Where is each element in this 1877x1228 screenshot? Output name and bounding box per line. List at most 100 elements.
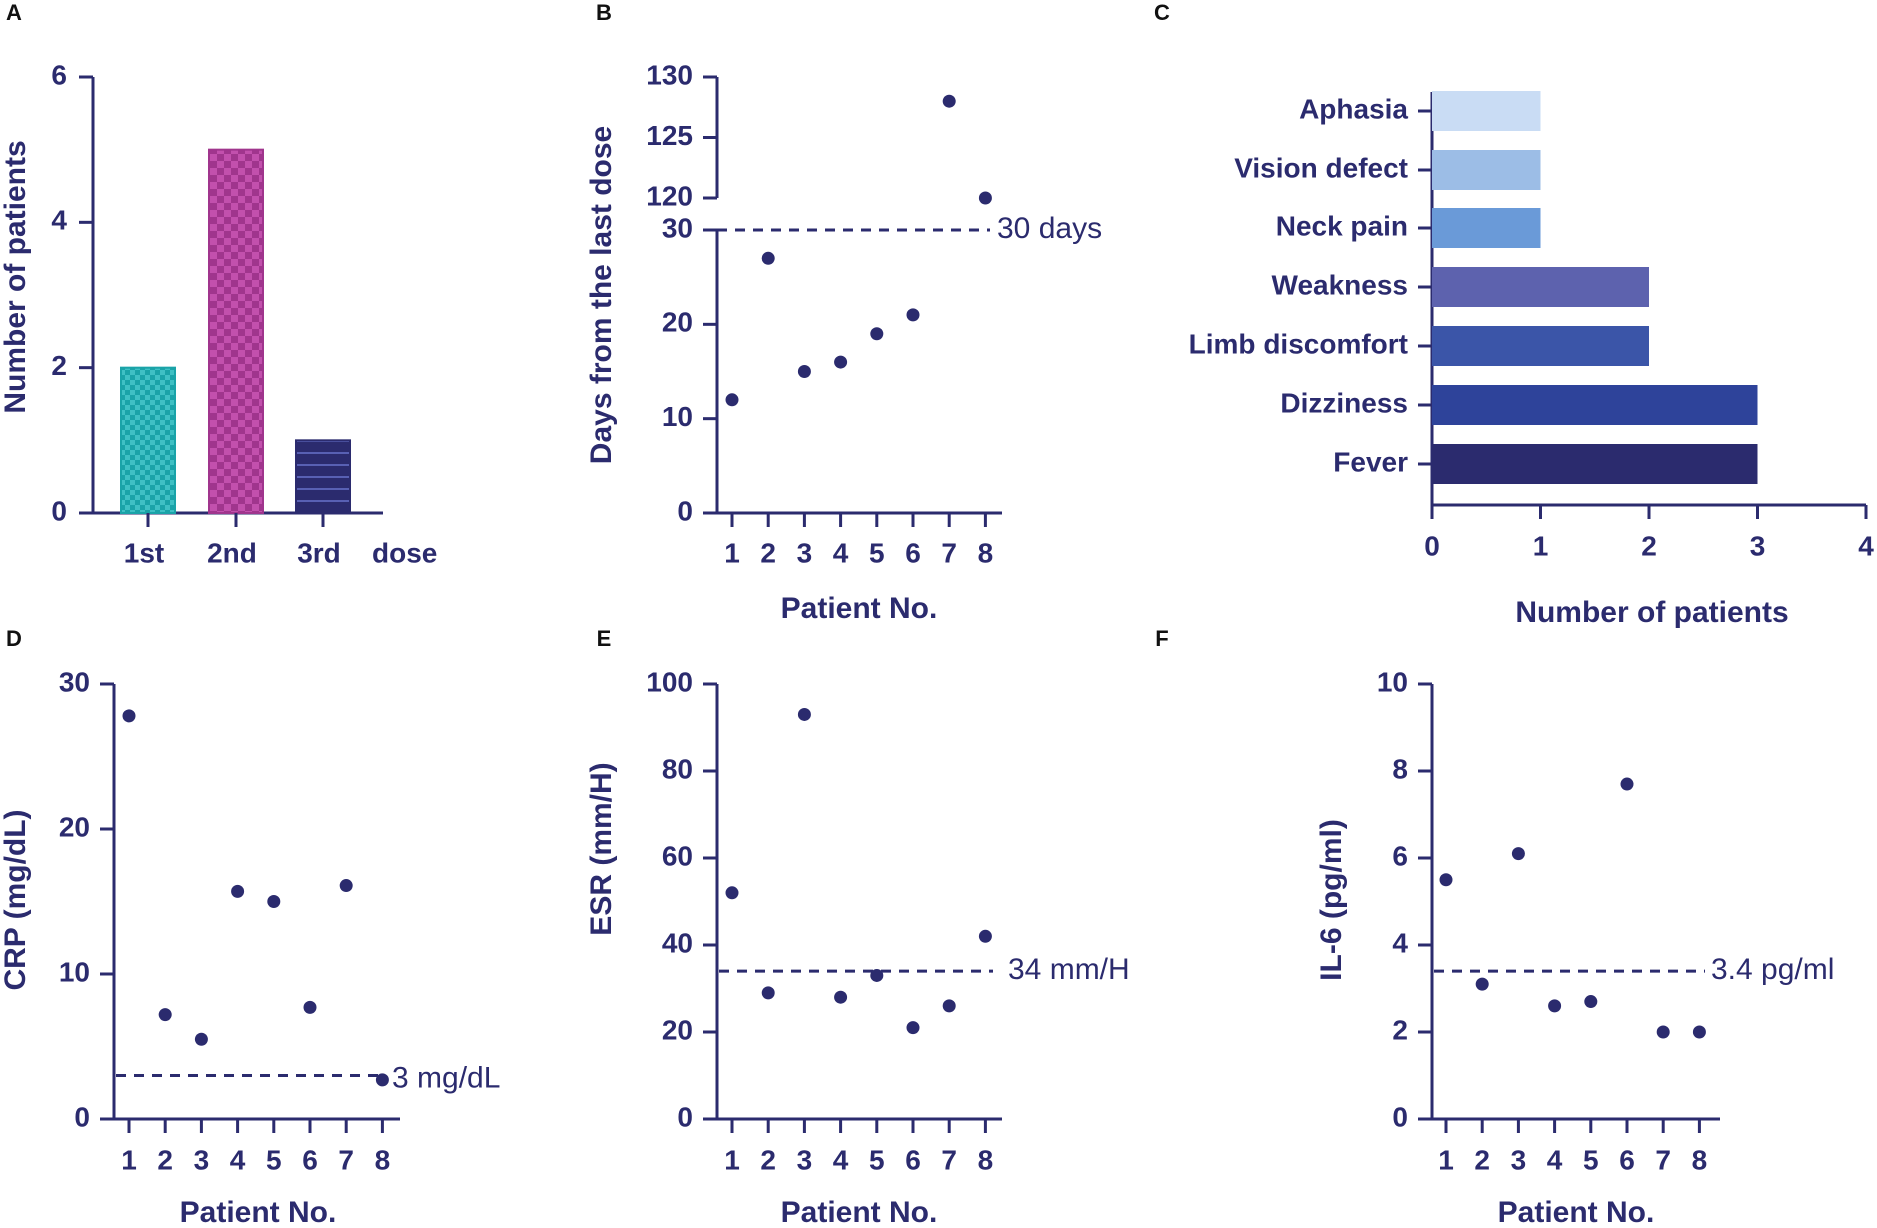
data-point xyxy=(834,990,848,1004)
y-tick-label: 20 xyxy=(59,811,90,842)
x-tick-label: 6 xyxy=(905,537,921,568)
y-tick-label: 2 xyxy=(51,350,67,381)
data-point xyxy=(339,879,353,893)
x-tick-label: 4 xyxy=(1858,530,1874,561)
x-tick-label: 6 xyxy=(302,1144,318,1175)
y-tick-label: 40 xyxy=(662,927,693,958)
x-tick-label: 2nd xyxy=(207,537,257,568)
x-axis-label: Number of patients xyxy=(1515,596,1788,629)
y-tick-label: 130 xyxy=(646,59,693,90)
data-point xyxy=(834,355,848,369)
y-axis-label: IL-6 (pg/ml) xyxy=(1315,819,1348,981)
category-label: Aphasia xyxy=(1299,93,1408,124)
category-label: Neck pain xyxy=(1276,210,1408,241)
y-tick-label: 80 xyxy=(662,753,693,784)
bar xyxy=(1432,385,1758,425)
reference-label: 3 mg/dL xyxy=(392,1061,500,1094)
y-tick-label: 10 xyxy=(662,401,693,432)
x-tick-label: 8 xyxy=(978,537,994,568)
x-tick-label: 1 xyxy=(121,1144,137,1175)
y-tick-label: 20 xyxy=(662,1014,693,1045)
data-point xyxy=(1692,1025,1706,1039)
x-tick-label: 1st xyxy=(124,537,164,568)
x-tick-label: 4 xyxy=(833,1144,849,1175)
panel-letter-c: C xyxy=(1154,0,1170,25)
y-axis-label: CRP (mg/dL) xyxy=(0,809,32,990)
reference-label: 34 mm/H xyxy=(1008,953,1130,986)
x-tick-label: 0 xyxy=(1424,530,1440,561)
category-label: Fever xyxy=(1333,446,1408,477)
data-point xyxy=(1475,977,1489,991)
panel-letter-b: B xyxy=(596,0,612,25)
panel-letter-a: A xyxy=(6,0,22,25)
data-point xyxy=(194,1032,208,1046)
data-point xyxy=(122,709,136,723)
category-label: Weakness xyxy=(1272,269,1408,300)
bar xyxy=(208,148,264,515)
panel-letter-e: E xyxy=(597,626,612,651)
x-tick-label: 1 xyxy=(724,1144,740,1175)
bar xyxy=(1432,267,1649,307)
x-axis-label: Patient No. xyxy=(781,592,938,625)
data-point xyxy=(1548,999,1562,1013)
panel-e-chart: 0 20 40 60 80 100 ESR (mm/H) 1 2 3 4 5 6 7 8 Patient No… xyxy=(585,666,1130,1228)
data-point xyxy=(725,393,739,407)
category-label: Vision defect xyxy=(1234,152,1408,183)
panel-a-chart: 0 2 4 6 Number of patients 1st 2nd 3rd dose xyxy=(0,59,437,568)
x-axis-label: Patient No. xyxy=(781,1196,938,1228)
y-tick-label: 6 xyxy=(51,59,67,90)
x-axis-label: Patient No. xyxy=(1498,1196,1655,1228)
x-tick-label: 7 xyxy=(1655,1144,1671,1175)
x-tick-label: 4 xyxy=(230,1144,246,1175)
data-point xyxy=(158,1008,172,1022)
y-tick-label: 10 xyxy=(59,956,90,987)
x-tick-label: 6 xyxy=(905,1144,921,1175)
x-tick-label: 1 xyxy=(724,537,740,568)
x-tick-label: 5 xyxy=(266,1144,282,1175)
data-point xyxy=(375,1073,389,1087)
panel-letter-d: D xyxy=(6,626,22,651)
y-tick-label: 20 xyxy=(662,307,693,338)
bar xyxy=(1432,91,1541,131)
bar xyxy=(1432,150,1541,190)
bar xyxy=(1432,326,1649,366)
x-tick-label: 3rd xyxy=(297,537,341,568)
data-point xyxy=(1511,847,1525,861)
x-tick-label: 5 xyxy=(869,537,885,568)
data-point xyxy=(978,929,992,943)
x-tick-label: 2 xyxy=(157,1144,173,1175)
bar xyxy=(1432,208,1541,248)
y-tick-label: 30 xyxy=(662,212,693,243)
bar xyxy=(1432,444,1758,484)
data-point xyxy=(1439,873,1453,887)
x-tick-label: 5 xyxy=(869,1144,885,1175)
data-point xyxy=(1656,1025,1670,1039)
x-tick-label: 8 xyxy=(978,1144,994,1175)
y-tick-label: 60 xyxy=(662,840,693,871)
y-tick-label: 0 xyxy=(74,1101,90,1132)
panel-d-chart: 0 10 20 30 CRP (mg/dL) 1 2 3 4 5 6 7 8 Patient No. 3 m… xyxy=(0,666,500,1228)
x-tick-label: 8 xyxy=(375,1144,391,1175)
y-tick-label: 8 xyxy=(1392,753,1408,784)
x-tick-label: 1 xyxy=(1533,530,1549,561)
x-tick-label: 7 xyxy=(941,1144,957,1175)
data-point xyxy=(231,884,245,898)
data-point xyxy=(906,1021,920,1035)
y-axis-label: Days from the last dose xyxy=(585,126,618,464)
data-point xyxy=(978,191,992,205)
y-tick-label: 6 xyxy=(1392,840,1408,871)
data-point xyxy=(942,999,956,1013)
y-axis-label: ESR (mm/H) xyxy=(585,762,618,935)
data-point xyxy=(1584,995,1598,1009)
panel-letter-f: F xyxy=(1155,626,1168,651)
x-tick-label: 2 xyxy=(1474,1144,1490,1175)
data-point xyxy=(761,251,775,265)
y-tick-label: 0 xyxy=(1392,1101,1408,1132)
y-tick-label: 30 xyxy=(59,666,90,697)
data-point xyxy=(870,327,884,341)
y-tick-label: 4 xyxy=(1392,927,1408,958)
data-point xyxy=(303,1000,317,1014)
data-point xyxy=(942,94,956,108)
